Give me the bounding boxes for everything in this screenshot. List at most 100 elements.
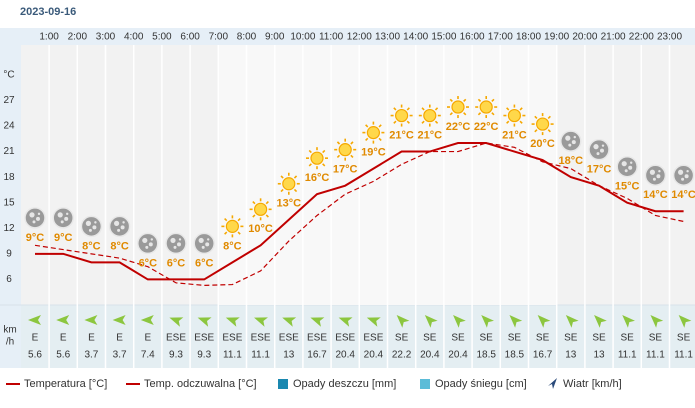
moon-disc	[108, 215, 131, 238]
legend-arrow	[548, 378, 557, 389]
moon-crater	[64, 216, 69, 221]
sun-disc	[310, 151, 324, 165]
moon-crater	[207, 238, 210, 241]
moon-crater	[142, 237, 148, 244]
sun-disc	[254, 202, 268, 216]
wind-speed: 3.7	[84, 350, 98, 361]
sun-ray	[449, 98, 453, 102]
sun-ray	[293, 175, 298, 179]
value-label: 18°C	[559, 155, 584, 167]
moon-crater	[678, 169, 684, 175]
x-tick-label: 12:00	[347, 32, 372, 43]
sun-ray	[449, 112, 453, 116]
x-tick-label: 6:00	[180, 32, 200, 43]
moon-crater	[120, 225, 125, 230]
moon-icon	[672, 164, 695, 186]
wind-speed: 22.2	[392, 350, 412, 361]
wind-unit: /h	[6, 337, 14, 348]
moon-crater	[198, 237, 204, 244]
sun-ray	[252, 214, 256, 218]
sun-ray	[534, 129, 538, 133]
sun-ray	[547, 129, 551, 133]
wind-direction: ESE	[194, 333, 214, 344]
moon-icon	[193, 232, 215, 255]
wind-speed: 9.3	[169, 350, 183, 361]
moon-crater	[85, 220, 91, 226]
sun-ray	[265, 214, 269, 218]
value-label: 17°C	[587, 164, 612, 176]
x-tick-label: 20:00	[572, 32, 597, 43]
wind-speed: 16.7	[307, 350, 327, 361]
sun-ray	[519, 107, 523, 111]
value-label: 6°C	[167, 257, 186, 269]
wind-speed: 20.4	[420, 350, 440, 361]
sun-ray	[421, 107, 425, 111]
value-label: 15°C	[615, 181, 640, 193]
wind-arrow	[56, 315, 70, 325]
sun-ray	[365, 137, 369, 141]
wind-speed: 3.7	[113, 350, 127, 361]
sun-ray	[477, 112, 482, 116]
x-tick-label: 18:00	[516, 32, 541, 43]
wind-arrow	[282, 317, 297, 327]
value-label: 13°C	[277, 198, 302, 210]
x-tick-label: 23:00	[657, 32, 682, 43]
x-tick-label: 19:00	[544, 32, 569, 43]
wind-speed: 11.1	[618, 350, 637, 361]
wind-direction: SE	[677, 333, 691, 344]
wind-arrow	[338, 317, 353, 327]
wind-direction: ESE	[166, 333, 186, 344]
wind-arrow	[424, 315, 438, 328]
moon-crater	[122, 221, 125, 224]
sun-ray	[463, 98, 467, 102]
wind-direction: ESE	[279, 333, 299, 344]
y-tick-label: 9	[6, 248, 12, 259]
wind-speed: 20.4	[364, 350, 384, 361]
wind-arrow	[84, 315, 98, 325]
sun-ray	[308, 149, 312, 154]
moon-crater	[628, 165, 633, 170]
sun-ray	[293, 188, 298, 193]
moon-crater	[205, 242, 210, 247]
moon-crater	[624, 169, 628, 173]
moon-disc	[588, 138, 610, 161]
value-label: 14°C	[671, 189, 695, 201]
x-tick-label: 1:00	[39, 32, 59, 43]
wind-direction: E	[60, 333, 67, 344]
x-tick-label: 8:00	[237, 32, 257, 43]
x-tick-label: 3:00	[96, 32, 116, 43]
wind-arrow	[28, 315, 41, 325]
wind-arrow	[650, 315, 664, 328]
sun-icon	[447, 96, 469, 119]
wind-arrow	[396, 315, 410, 328]
moon-disc	[80, 215, 103, 238]
moon-crater	[150, 238, 153, 241]
legend-label: Opady śniegu [cm]	[435, 378, 527, 390]
moon-crater	[145, 245, 149, 249]
moon-crater	[88, 228, 92, 232]
wind-arrow	[537, 315, 551, 328]
wind-arrow	[197, 317, 212, 327]
moon-crater	[114, 220, 120, 226]
date: 2023-09-16	[20, 6, 76, 18]
moon-crater	[29, 212, 35, 218]
sun-icon	[362, 121, 385, 144]
wind-direction: SE	[395, 333, 409, 344]
value-label: 19°C	[361, 147, 386, 159]
moon-crater	[66, 212, 69, 216]
moon-crater	[32, 220, 36, 224]
wind-arrow	[622, 315, 635, 328]
moon-crater	[649, 169, 656, 175]
wind-direction: SE	[508, 333, 522, 344]
y-tick-label: 6	[6, 274, 12, 285]
legend-label: Temp. odczuwalna [°C]	[144, 378, 257, 390]
sun-ray	[434, 120, 439, 124]
wind-arrow	[112, 315, 126, 325]
sun-disc	[423, 108, 437, 123]
sun-icon	[531, 113, 554, 136]
moon-crater	[593, 144, 599, 150]
wind-speed: 9.3	[197, 350, 211, 361]
moon-disc	[672, 164, 695, 186]
moon-icon	[588, 138, 610, 161]
